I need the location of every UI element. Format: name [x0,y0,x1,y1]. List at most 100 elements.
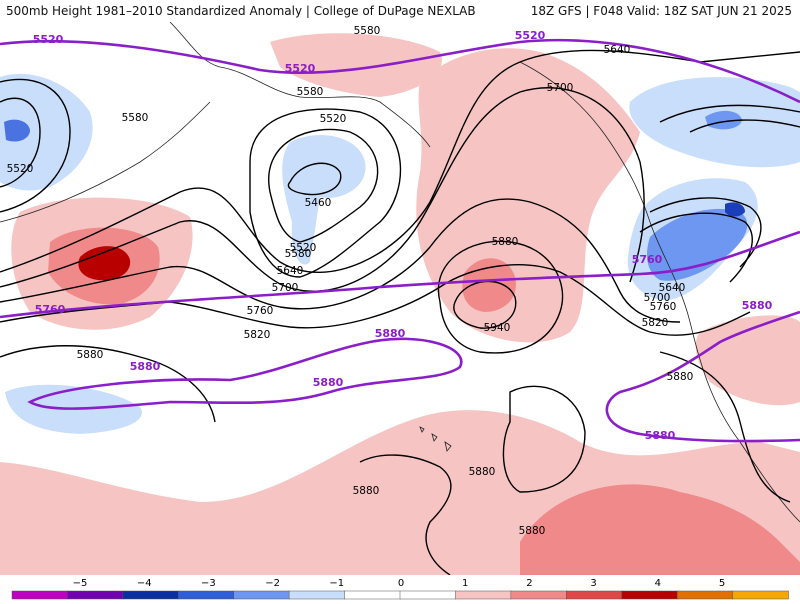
colorbar-tick-label: 2 [526,578,532,589]
label-5520-low-south: 5520 [290,242,317,254]
label-5520-west: 5520 [7,163,34,175]
climo-label-5760-east: 5760 [632,253,663,266]
colorbar-tick-label: −5 [73,578,88,589]
valid-time: 18Z GFS | F048 Valid: 18Z SAT JUN 21 202… [530,4,792,18]
climo-5880-loop [27,337,463,410]
contour-5580-low [249,108,402,278]
label-5640-pnw: 5640 [659,282,686,294]
map-title: 500mb Height 1981–2010 Standardized Anom… [6,4,476,18]
colorbar-segment [344,590,401,600]
contour-5520-low [268,128,379,243]
label-5760-pnw: 5760 [650,301,677,313]
label-5700-pnw: 5700 [644,292,671,304]
neg-anomaly-west-core [4,119,30,142]
neg-anomaly-pnw-core [725,202,745,217]
contour-5520-west [0,97,41,188]
coast-aleutians [0,101,211,223]
colorbar: −5 −4 −3 −2 −1 0 1 2 3 4 5 [0,575,800,600]
coast-hawaii-1 [419,426,425,433]
colorbar-tick-label: −4 [137,578,152,589]
colorbar-tick-label: 5 [719,578,725,589]
label-5880-hawaii: 5880 [469,466,496,478]
climo-label-5880-southeast: 5880 [645,429,676,442]
colorbar-tick-label: −1 [329,578,344,589]
label-5880-east: 5880 [667,371,694,383]
neg-anomaly-ne-core [705,110,742,130]
climatology-labels: 5520 5520 5520 5760 5760 5880 5880 5880 … [33,29,773,442]
colorbar-segment [455,590,512,600]
label-5760-central: 5760 [247,305,274,317]
pos-anomaly-north [270,33,442,97]
map-header: 500mb Height 1981–2010 Standardized Anom… [0,0,800,22]
climo-5520 [0,38,800,104]
label-5880-west: 5880 [77,349,104,361]
coast-hawaii-3 [444,441,452,452]
colorbar-tick-label: 3 [590,578,596,589]
contour-5520-ne [689,119,800,133]
climo-label-5520-west: 5520 [33,33,64,46]
label-5820-central: 5820 [244,329,271,341]
contour-5880-south [359,454,452,575]
contour-5880-west [0,345,216,423]
colorbar-segment [566,590,623,600]
neg-anomaly-low [282,134,366,265]
colorbar-segments [11,590,789,600]
label-5460: 5460 [305,197,332,209]
colorbar-tick-label: 4 [655,578,661,589]
map-panel: 5580 5580 5580 5580 5520 5520 5520 5460 … [0,22,800,575]
colorbar-segment [288,590,346,600]
contour-5460 [287,162,342,196]
label-5880-central: 5880 [492,236,519,248]
colorbar-ticks: −5 −4 −3 −2 −1 0 1 2 3 4 5 [73,578,726,589]
label-5640-central: 5640 [277,265,304,277]
climo-label-5760-west: 5760 [35,303,66,316]
neg-anomaly-west [0,73,93,191]
pos-anomaly-west-core [78,246,131,281]
contour-5700 [0,87,645,292]
climo-label-5520-north: 5520 [515,29,546,42]
coast-nw-america [519,61,800,523]
contour-5580-ne [659,104,800,123]
contour-pnw-1 [649,197,762,268]
pos-anomaly-central [416,48,640,343]
contour-5880-hawaii [502,385,586,493]
label-5520-low: 5520 [320,113,347,125]
label-5640-north: 5640 [604,44,631,56]
climatology-contours [0,38,800,443]
coast-hawaii-2 [431,433,438,442]
contour-5580-west [0,78,71,213]
contour-pnw-2 [639,212,753,283]
colorbar-segment [122,590,180,600]
climo-5880-east [605,310,800,443]
contour-5760 [0,198,681,323]
climo-label-5880-central: 5880 [375,327,406,340]
label-5580-alaska: 5580 [297,86,324,98]
colorbar-segment [178,590,235,600]
colorbar-segment [233,590,290,600]
label-5880-south: 5880 [353,485,380,497]
label-5880-southeast: 5880 [519,525,546,537]
colorbar-segment [621,590,678,600]
label-5580-north: 5580 [354,25,381,37]
label-5580-low: 5580 [285,248,312,260]
colorbar-tick-label: −3 [201,578,216,589]
height-labels: 5580 5580 5580 5580 5520 5520 5520 5460 … [7,25,694,537]
colorbar-tick-label: −2 [265,578,280,589]
colorbar-svg: −5 −4 −3 −2 −1 0 1 2 3 4 5 [11,578,789,600]
label-5940: 5940 [484,322,511,334]
pos-anomaly-southeast [695,315,800,406]
pos-anomaly-central-core [462,258,516,312]
neg-anomaly-pnw-mid [647,208,748,281]
colorbar-segment [510,590,568,600]
climo-5760 [0,230,800,319]
coastlines [0,22,800,523]
climo-label-5880-east: 5880 [742,299,773,312]
label-5580-west: 5580 [122,112,149,124]
colorbar-segment [67,590,124,600]
colorbar-segment [732,590,789,600]
contour-5640 [0,49,800,273]
colorbar-segment [11,590,69,600]
label-5820-east: 5820 [642,317,669,329]
coast-alaska [169,22,431,148]
colorbar-segment [676,590,734,600]
